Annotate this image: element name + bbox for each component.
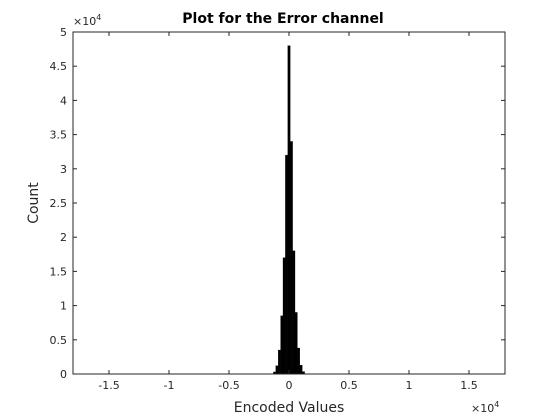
y-tick-label: 2.5 — [50, 197, 68, 210]
chart-title: Plot for the Error channel — [182, 11, 383, 27]
y-axis-ticks: 0 0.5 1 1.5 2 2.5 3 3.5 4 4.5 5 — [50, 26, 505, 381]
y-tick-label: 0 — [60, 368, 67, 381]
histogram-bar — [280, 315, 284, 375]
y-axis-label: Count — [26, 182, 42, 224]
y-tick-label: 4.5 — [50, 60, 68, 73]
y-tick-label: 1 — [60, 300, 67, 313]
y-tick-label: 2 — [60, 231, 67, 244]
x-tick-label: 0 — [286, 379, 293, 392]
x-tick-label: 0.5 — [340, 379, 358, 392]
x-axis-label: Encoded Values — [234, 400, 345, 416]
x-tick-label: -1 — [164, 379, 175, 392]
histogram-bar — [299, 364, 303, 375]
histogram-bars — [273, 45, 305, 375]
y-tick-label: 3.5 — [50, 129, 68, 142]
y-multiplier-exponent: 4 — [96, 13, 101, 22]
histogram-bar — [297, 347, 300, 375]
histogram-bar — [285, 154, 288, 375]
y-multiplier-base: ×10 — [73, 15, 96, 28]
x-tick-label: 1 — [406, 379, 413, 392]
y-tick-label: 3 — [60, 163, 67, 176]
histogram-bar — [282, 257, 286, 375]
histogram-bar — [278, 349, 281, 375]
y-multiplier: ×104 — [73, 13, 101, 28]
y-tick-label: 0.5 — [50, 334, 68, 347]
histogram-bar — [287, 45, 291, 375]
y-tick-label: 5 — [60, 26, 67, 39]
x-tick-label: -0.5 — [218, 379, 239, 392]
x-axis-ticks: -1.5 -1 -0.5 0 0.5 1 1.5 — [98, 32, 478, 392]
x-multiplier-base: ×10 — [471, 402, 494, 415]
histogram-bar — [290, 141, 293, 375]
x-tick-label: 1.5 — [460, 379, 478, 392]
x-multiplier-exponent: 4 — [494, 400, 499, 409]
histogram-bar — [292, 250, 296, 375]
histogram-bar — [275, 365, 279, 375]
y-tick-label: 4 — [60, 94, 67, 107]
x-multiplier: ×104 — [471, 400, 499, 415]
svg-text:×104: ×104 — [471, 400, 499, 415]
svg-text:×104: ×104 — [73, 13, 101, 28]
x-tick-label: -1.5 — [98, 379, 119, 392]
y-tick-label: 1.5 — [50, 265, 68, 278]
histogram-bar — [294, 312, 298, 375]
